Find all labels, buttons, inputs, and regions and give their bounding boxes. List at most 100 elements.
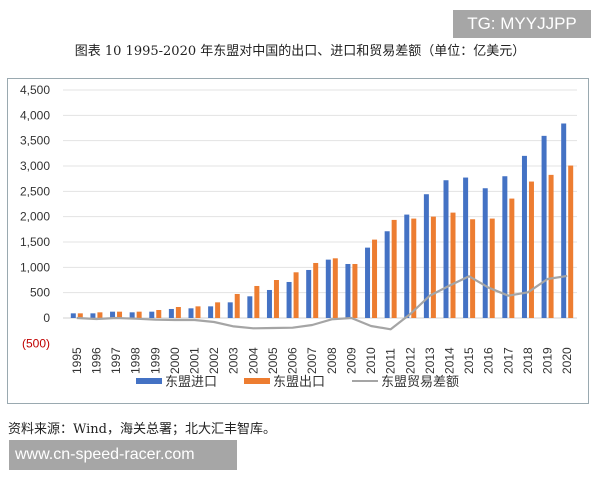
- bar-import: [110, 311, 116, 318]
- bar-import: [208, 306, 214, 318]
- x-tick-label: 1996: [89, 347, 103, 374]
- x-tick-label: 1995: [70, 347, 84, 374]
- x-tick-label: 1997: [109, 347, 123, 374]
- bar-import: [286, 281, 292, 318]
- bar-import: [384, 231, 390, 318]
- bar-export: [215, 302, 221, 318]
- bar-import: [129, 312, 135, 318]
- chart-frame: [7, 78, 589, 404]
- bar-export: [352, 263, 358, 318]
- bar-import: [306, 269, 312, 318]
- bar-import: [70, 313, 76, 318]
- bar-import: [247, 296, 253, 318]
- bar-export: [156, 309, 162, 318]
- y-tick-label: 2,500: [20, 184, 50, 198]
- bar-export: [117, 311, 123, 318]
- y-tick-label: (500): [22, 336, 50, 350]
- x-tick-label: 2010: [364, 347, 378, 374]
- x-tick-label: 1998: [129, 347, 143, 374]
- bar-import: [482, 188, 488, 318]
- bar-import: [561, 123, 567, 319]
- legend-label: 东盟进口: [165, 375, 217, 390]
- bar-import: [168, 308, 174, 318]
- bar-export: [372, 239, 378, 318]
- x-tick-label: 2013: [423, 347, 437, 374]
- bar-export: [489, 218, 495, 318]
- x-tick-label: 2005: [266, 347, 280, 374]
- bar-export: [273, 280, 279, 318]
- legend-label: 东盟贸易差额: [381, 375, 459, 390]
- bar-export: [332, 258, 338, 318]
- bar-import: [325, 259, 331, 318]
- bar-export: [509, 198, 515, 318]
- y-tick-label: 4,500: [20, 83, 50, 97]
- y-tick-label: 3,500: [20, 134, 50, 148]
- bar-export: [234, 293, 240, 318]
- x-tick-label: 2016: [482, 347, 496, 374]
- bar-export: [175, 307, 181, 318]
- bar-export: [528, 181, 534, 318]
- bar-export: [293, 272, 299, 318]
- x-tick-label: 2008: [325, 347, 339, 374]
- bar-import: [541, 135, 547, 318]
- x-tick-label: 2009: [344, 347, 358, 374]
- x-tick-label: 2020: [560, 347, 574, 374]
- bar-import: [443, 180, 449, 318]
- bar-export: [430, 216, 436, 318]
- watermark-bottom: www.cn-speed-racer.com: [9, 440, 237, 470]
- chart-title: 图表 10 1995-2020 年东盟对中国的出口、进口和贸易差额（单位：亿美元…: [74, 44, 526, 59]
- y-tick-label: 1,000: [20, 260, 50, 274]
- bar-export: [136, 311, 142, 318]
- bar-export: [391, 219, 397, 318]
- bar-import: [404, 214, 410, 318]
- x-tick-label: 1999: [148, 347, 162, 374]
- watermark-top: TG: MYYJJPP: [453, 10, 591, 38]
- y-tick-label: 2,000: [20, 210, 50, 224]
- y-tick-label: 500: [30, 286, 50, 300]
- y-tick-label: 4,000: [20, 108, 50, 122]
- y-tick-label: 1,500: [20, 235, 50, 249]
- y-tick-label: 0: [43, 311, 50, 325]
- legend-swatch: [244, 378, 270, 384]
- bar-import: [188, 308, 194, 318]
- x-tick-label: 2002: [207, 347, 221, 374]
- source-note: 资料来源：Wind，海关总署；北大汇丰智库。: [8, 422, 276, 437]
- bar-import: [365, 247, 371, 318]
- legend-swatch: [136, 378, 162, 384]
- x-tick-label: 2018: [521, 347, 535, 374]
- bar-export: [548, 174, 554, 318]
- bar-export: [77, 313, 83, 318]
- x-tick-label: 2001: [188, 347, 202, 374]
- x-tick-label: 2014: [443, 347, 457, 374]
- x-tick-label: 2017: [501, 347, 515, 374]
- bar-export: [568, 165, 574, 318]
- bar-export: [313, 262, 319, 318]
- x-tick-label: 2012: [403, 347, 417, 374]
- bar-import: [502, 176, 508, 318]
- bar-export: [195, 306, 201, 318]
- x-tick-label: 2006: [286, 347, 300, 374]
- bar-export: [97, 312, 103, 318]
- bar-import: [227, 302, 233, 318]
- x-tick-label: 2004: [246, 347, 260, 374]
- x-tick-label: 2003: [227, 347, 241, 374]
- line-balance: [76, 274, 568, 331]
- bar-import: [345, 263, 351, 318]
- x-tick-label: 2007: [305, 347, 319, 374]
- legend-label: 东盟出口: [273, 375, 325, 390]
- bar-import: [423, 194, 429, 318]
- x-tick-label: 2000: [168, 347, 182, 374]
- bar-import: [90, 313, 96, 318]
- bar-export: [254, 285, 260, 318]
- bar-import: [521, 155, 527, 318]
- bar-import: [149, 311, 155, 318]
- x-tick-label: 2011: [384, 348, 398, 374]
- bar-export: [470, 219, 476, 318]
- x-tick-label: 2015: [462, 347, 476, 374]
- bar-import: [266, 289, 272, 318]
- bar-import: [463, 177, 469, 318]
- x-tick-label: 2019: [541, 347, 555, 374]
- bar-export: [411, 218, 417, 318]
- bar-export: [450, 212, 456, 318]
